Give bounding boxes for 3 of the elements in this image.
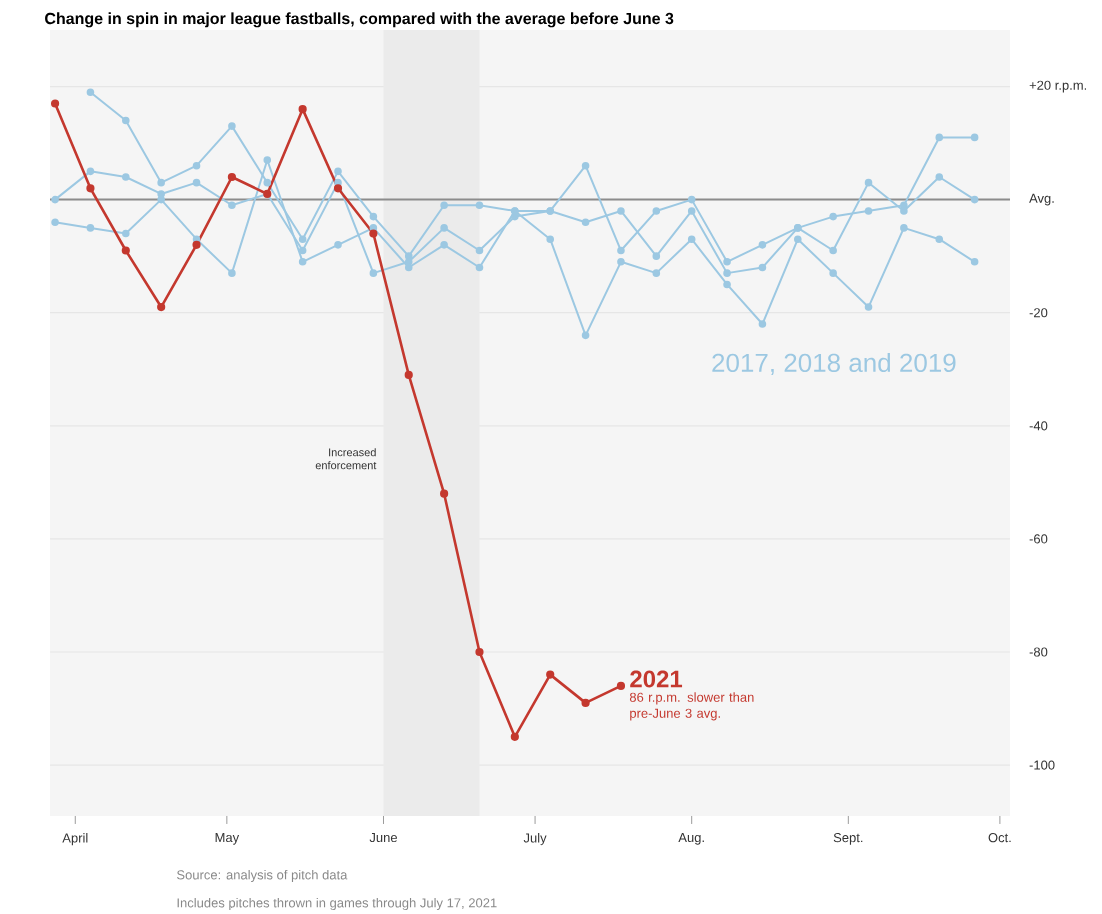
series-label: 2021 — [630, 670, 683, 688]
chart-title: Change in spin in major league fastballs, compared with the average before June 3 — [45, 12, 674, 28]
annotation: 2017, 2018 and 2019 — [712, 352, 956, 376]
